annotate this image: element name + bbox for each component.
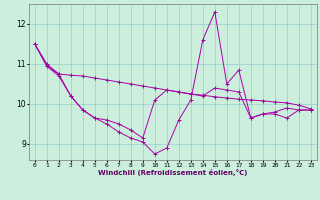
X-axis label: Windchill (Refroidissement éolien,°C): Windchill (Refroidissement éolien,°C) bbox=[98, 169, 247, 176]
